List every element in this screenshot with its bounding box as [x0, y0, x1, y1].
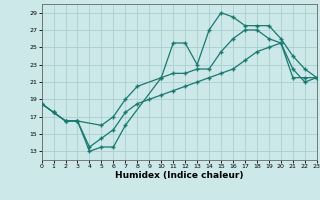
X-axis label: Humidex (Indice chaleur): Humidex (Indice chaleur) [115, 171, 244, 180]
